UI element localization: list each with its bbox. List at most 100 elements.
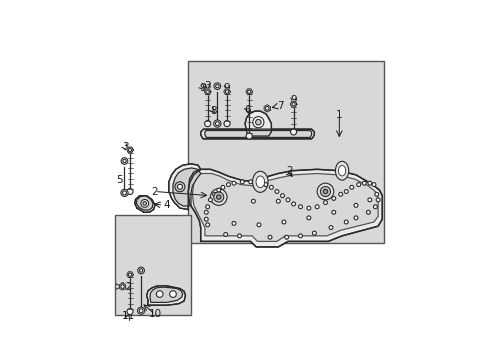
- FancyBboxPatch shape: [188, 61, 383, 243]
- Circle shape: [208, 198, 212, 202]
- Circle shape: [257, 223, 260, 227]
- Circle shape: [338, 192, 342, 196]
- Circle shape: [240, 180, 244, 184]
- Circle shape: [127, 188, 133, 194]
- Circle shape: [312, 231, 316, 235]
- Text: 11: 11: [121, 311, 134, 321]
- FancyBboxPatch shape: [115, 215, 191, 315]
- Circle shape: [328, 226, 332, 229]
- Circle shape: [331, 210, 335, 214]
- Circle shape: [315, 205, 319, 209]
- Circle shape: [221, 185, 224, 189]
- Circle shape: [216, 195, 221, 199]
- Circle shape: [373, 205, 377, 209]
- Circle shape: [375, 198, 379, 202]
- Polygon shape: [188, 169, 382, 247]
- Ellipse shape: [335, 161, 348, 180]
- Circle shape: [356, 183, 360, 186]
- Text: 9: 9: [224, 82, 230, 93]
- Circle shape: [205, 223, 209, 227]
- Polygon shape: [290, 101, 296, 107]
- Circle shape: [128, 148, 131, 152]
- Text: 5: 5: [116, 175, 123, 185]
- Circle shape: [213, 192, 224, 202]
- Text: 2: 2: [151, 186, 158, 197]
- Circle shape: [291, 202, 295, 206]
- Circle shape: [205, 90, 209, 93]
- Circle shape: [224, 233, 227, 237]
- Circle shape: [353, 203, 357, 207]
- Circle shape: [205, 205, 209, 209]
- Polygon shape: [192, 174, 377, 242]
- Circle shape: [323, 201, 327, 204]
- Circle shape: [298, 234, 302, 238]
- Circle shape: [216, 188, 220, 192]
- Circle shape: [290, 129, 296, 135]
- Circle shape: [247, 90, 250, 93]
- Text: 8: 8: [209, 106, 216, 116]
- Circle shape: [362, 181, 366, 185]
- Circle shape: [128, 273, 131, 276]
- Circle shape: [225, 90, 228, 93]
- Ellipse shape: [252, 171, 267, 192]
- Circle shape: [224, 121, 230, 127]
- Circle shape: [366, 210, 369, 214]
- Circle shape: [269, 185, 273, 189]
- Text: 12: 12: [120, 282, 133, 292]
- Circle shape: [213, 120, 221, 127]
- Circle shape: [169, 291, 176, 297]
- Circle shape: [257, 181, 260, 185]
- Circle shape: [226, 183, 230, 186]
- Circle shape: [141, 199, 148, 207]
- Text: 7: 7: [276, 102, 283, 111]
- Circle shape: [212, 192, 216, 196]
- Polygon shape: [136, 195, 153, 210]
- Circle shape: [306, 216, 310, 220]
- Circle shape: [317, 183, 333, 200]
- Circle shape: [232, 181, 235, 185]
- Circle shape: [156, 291, 163, 297]
- Circle shape: [232, 221, 235, 225]
- Text: 1: 1: [335, 110, 342, 120]
- Circle shape: [320, 186, 330, 197]
- Circle shape: [274, 190, 278, 193]
- Polygon shape: [204, 89, 210, 95]
- Circle shape: [237, 234, 241, 238]
- Circle shape: [264, 183, 267, 186]
- Circle shape: [280, 194, 284, 198]
- Circle shape: [353, 216, 357, 220]
- Circle shape: [139, 269, 142, 272]
- Polygon shape: [126, 272, 133, 278]
- Circle shape: [121, 189, 128, 197]
- Text: 6: 6: [244, 105, 251, 115]
- Circle shape: [175, 182, 184, 192]
- Circle shape: [138, 267, 144, 274]
- Circle shape: [285, 198, 289, 202]
- Circle shape: [204, 217, 208, 221]
- Circle shape: [331, 197, 335, 201]
- Circle shape: [367, 198, 371, 202]
- Polygon shape: [126, 147, 133, 153]
- Circle shape: [255, 120, 261, 125]
- Polygon shape: [200, 129, 314, 139]
- Text: 10: 10: [148, 309, 161, 319]
- Circle shape: [210, 189, 226, 205]
- Text: 2: 2: [286, 166, 293, 176]
- Polygon shape: [119, 283, 125, 290]
- Circle shape: [349, 185, 353, 189]
- Circle shape: [267, 235, 271, 239]
- Polygon shape: [146, 286, 185, 305]
- Circle shape: [306, 206, 310, 210]
- Circle shape: [127, 309, 133, 315]
- Polygon shape: [135, 195, 155, 212]
- Circle shape: [142, 202, 146, 205]
- Polygon shape: [204, 131, 311, 138]
- Polygon shape: [168, 164, 200, 210]
- Circle shape: [367, 181, 371, 185]
- Ellipse shape: [256, 176, 264, 188]
- Circle shape: [139, 309, 143, 312]
- Circle shape: [265, 107, 268, 110]
- Circle shape: [122, 159, 126, 163]
- Circle shape: [204, 210, 208, 214]
- Polygon shape: [264, 105, 270, 112]
